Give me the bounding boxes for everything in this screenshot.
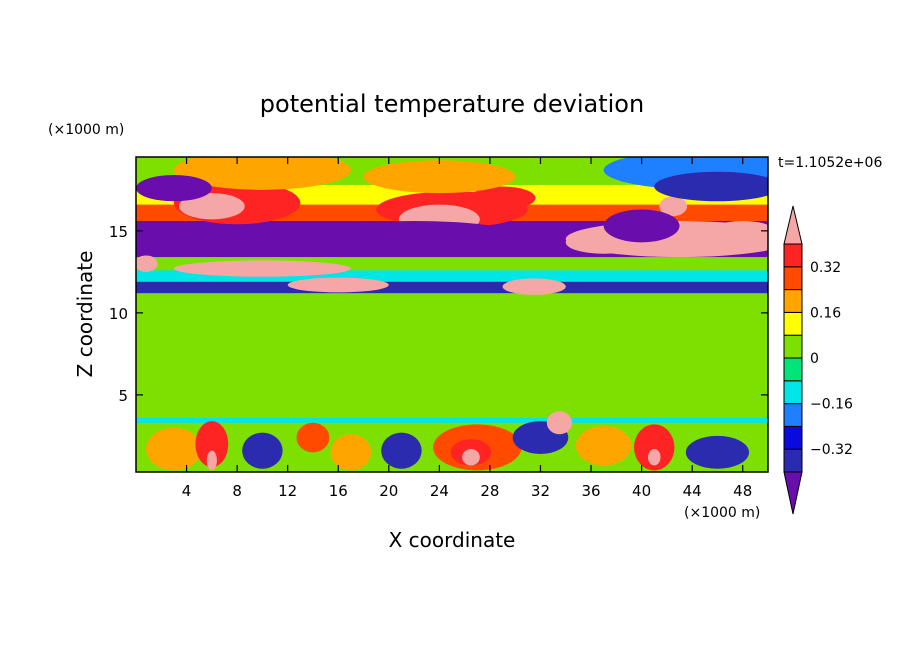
x-tick-label: 48 xyxy=(733,482,752,500)
y-axis-label: Z coordinate xyxy=(73,251,97,378)
x-tick-label: 40 xyxy=(632,482,651,500)
contour-feature xyxy=(146,427,202,471)
x-tick-label: 16 xyxy=(329,482,348,500)
colorbar-tick-label: 0.16 xyxy=(810,305,841,321)
contour-feature xyxy=(659,196,688,217)
x-tick-label: 8 xyxy=(232,482,242,500)
contour-feature xyxy=(242,432,283,469)
colorbar-segment xyxy=(783,266,803,291)
x-tick-label: 32 xyxy=(531,482,550,500)
contour-feature xyxy=(330,434,372,471)
contour-feature xyxy=(711,220,768,241)
contour-feature xyxy=(502,304,604,387)
contour-feature xyxy=(647,449,661,466)
colorbar-tick-label: 0 xyxy=(810,351,819,367)
x-tick-label: 36 xyxy=(581,482,600,500)
contour-feature xyxy=(641,337,743,404)
x-tick-label: 24 xyxy=(430,482,449,500)
y-axis: 5 10 15 xyxy=(109,223,768,405)
chart-title: potential temperature deviation xyxy=(260,90,644,118)
colorbar: 0.32 0.16 0 −0.16 −0.32 xyxy=(783,205,853,515)
colorbar-segment xyxy=(783,289,803,313)
contour-feature xyxy=(634,424,675,471)
contour-feature xyxy=(312,220,516,248)
colorbar-segment xyxy=(783,243,803,268)
contour-feature xyxy=(462,449,480,466)
contour-feature xyxy=(136,329,288,412)
colorbar-segment xyxy=(783,357,803,382)
x-tick-label: 4 xyxy=(182,482,192,500)
colorbar-segment xyxy=(783,334,803,359)
colorbar-segment xyxy=(783,448,803,473)
x-axis: 4 8 12 16 20 24 28 32 36 40 44 48 xyxy=(182,157,752,500)
contour-feature xyxy=(173,157,351,190)
colorbar-bottom-triangle xyxy=(783,471,803,515)
contour-feature xyxy=(546,411,573,435)
contour-feature xyxy=(136,255,158,272)
colorbar-tick-label: −0.16 xyxy=(810,397,853,413)
contour-field xyxy=(136,157,768,472)
colorbar-segment xyxy=(783,425,803,450)
x-tick-label: 12 xyxy=(278,482,297,500)
contour-feature xyxy=(388,312,541,412)
contour-feature xyxy=(603,209,680,243)
contour-feature xyxy=(136,175,212,202)
x-tick-label: 20 xyxy=(379,482,398,500)
y-tick-label: 10 xyxy=(109,305,128,323)
contour-band xyxy=(136,417,768,423)
y-tick-label: 15 xyxy=(109,223,128,241)
colorbar-tick-label: 0.32 xyxy=(810,260,841,276)
time-label: t=1.1052e+06 xyxy=(778,155,882,171)
y-tick-label: 5 xyxy=(118,387,128,405)
contour-feature xyxy=(654,171,768,202)
x-tick-label: 28 xyxy=(480,482,499,500)
contour-feature xyxy=(363,160,516,194)
colorbar-segment xyxy=(783,311,803,336)
y-unit-label: (×1000 m) xyxy=(48,122,124,138)
contour-feature xyxy=(381,432,422,469)
contour-band xyxy=(136,270,768,282)
contour-feature xyxy=(195,421,229,468)
contour-feature xyxy=(296,422,330,453)
colorbar-segment xyxy=(783,403,803,427)
contour-feature xyxy=(178,193,245,220)
x-unit-label: (×1000 m) xyxy=(684,505,760,521)
contour-feature xyxy=(173,260,351,277)
colorbar-top-triangle xyxy=(783,205,803,245)
colorbar-tick-label: −0.32 xyxy=(810,442,853,458)
colorbar-segment xyxy=(783,380,803,405)
plot-frame xyxy=(135,156,769,473)
contour-feature xyxy=(206,450,217,471)
x-axis-label: X coordinate xyxy=(389,528,516,552)
contour-feature xyxy=(287,277,389,293)
contour-feature xyxy=(469,186,536,210)
contour-feature xyxy=(575,426,632,466)
contour-feature xyxy=(685,435,750,469)
x-tick-label: 44 xyxy=(683,482,702,500)
contour-feature xyxy=(502,278,566,295)
contour-band xyxy=(136,281,768,294)
